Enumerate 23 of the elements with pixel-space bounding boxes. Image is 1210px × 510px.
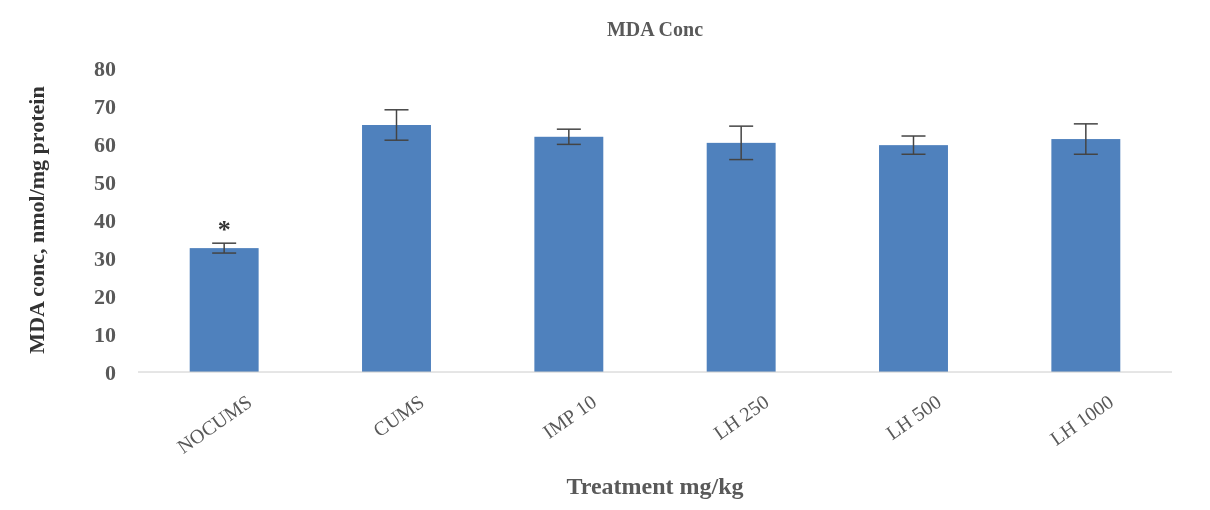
bar xyxy=(706,142,776,372)
y-tick-label: 40 xyxy=(94,207,116,233)
y-tick-label: 50 xyxy=(94,169,116,195)
y-tick-label: 80 xyxy=(94,55,116,81)
chart-title: MDA Conc xyxy=(606,18,704,40)
x-tick-label: IMP 10 xyxy=(538,390,601,443)
annotation: * xyxy=(217,214,231,244)
y-axis-title: MDA conc, nmol/mg protein xyxy=(24,86,49,354)
x-tick-label: LH 500 xyxy=(881,390,945,444)
bar xyxy=(362,125,431,372)
y-tick-label: 70 xyxy=(94,93,116,119)
bar xyxy=(189,248,259,372)
x-tick-label: LH 250 xyxy=(709,390,773,444)
y-tick-label: 0 xyxy=(105,359,116,385)
bar xyxy=(879,145,948,372)
bar xyxy=(1051,139,1121,372)
y-tick-label: 10 xyxy=(94,321,116,347)
y-tick-label: 20 xyxy=(94,283,116,309)
y-tick-label: 60 xyxy=(94,131,116,157)
x-axis-title: Treatment mg/kg xyxy=(566,473,744,499)
y-tick-label: 30 xyxy=(94,245,116,271)
bar xyxy=(534,136,604,372)
x-tick-label: LH 1000 xyxy=(1045,390,1118,450)
